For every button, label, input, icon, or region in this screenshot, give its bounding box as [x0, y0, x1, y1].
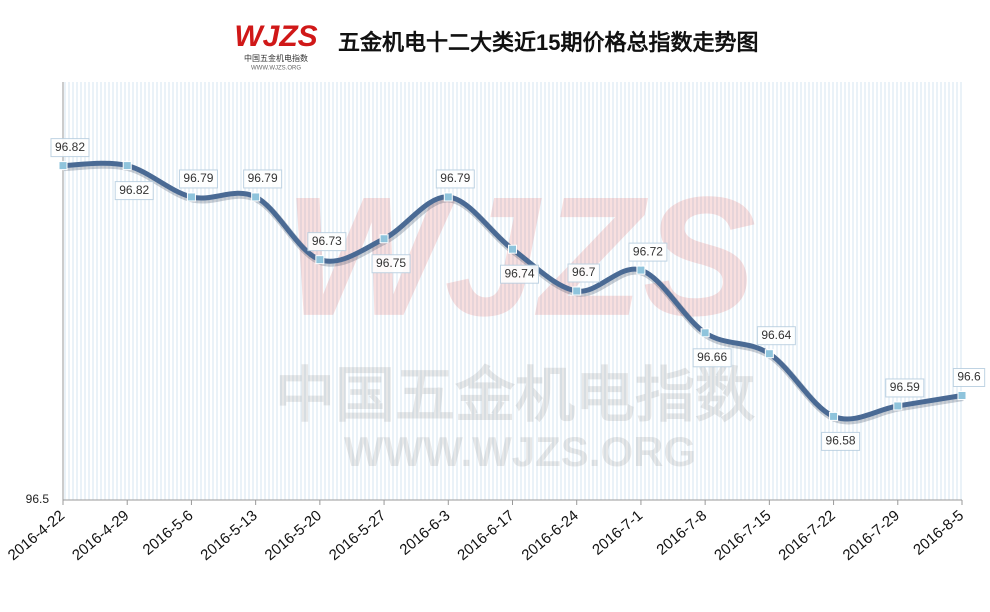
chart-title: 五金机电十二大类近15期价格总指数走势图: [338, 30, 758, 55]
point: [186, 192, 196, 202]
data-label: 96.7: [572, 265, 596, 279]
data-label: 96.74: [504, 266, 534, 280]
x-tick-label: 2016-4-22: [5, 507, 68, 564]
plot-background: [63, 82, 962, 500]
point: [379, 234, 389, 244]
x-tick-label: 2016-6-17: [454, 507, 517, 564]
data-label: 96.79: [248, 171, 278, 185]
point: [251, 192, 261, 202]
data-label-box: [243, 169, 283, 189]
x-tick-label: 2016-4-29: [69, 507, 132, 564]
data-label-box: [952, 368, 986, 387]
x-tick-label: 2016-6-3: [396, 507, 453, 559]
x-tick-label: 2016-5-13: [197, 507, 260, 564]
data-label-group: 96.79: [435, 169, 475, 189]
y-tick-label: 96.5: [26, 492, 50, 506]
data-label: 96.66: [697, 350, 727, 364]
point: [764, 349, 774, 359]
data-label-box: [371, 254, 411, 274]
data-label-group: 96.7: [567, 263, 600, 283]
data-label-group: 96.64: [756, 326, 796, 346]
x-tick-label: 2016-5-27: [326, 507, 389, 564]
point: [508, 244, 517, 254]
watermark: WJZS 中国五金机电指数 WWW.WJZS.ORG: [275, 162, 756, 475]
data-label: 96.64: [761, 328, 791, 342]
data-label: 96.58: [826, 434, 856, 448]
data-label-group: 96.75: [371, 254, 411, 274]
point: [829, 411, 839, 421]
x-tick-label: 2016-5-6: [140, 507, 197, 559]
logo-name: 中国五金机电指数: [244, 53, 308, 63]
point: [893, 401, 903, 411]
data-label-box: [567, 263, 600, 283]
x-tick-label: 2016-7-15: [711, 507, 774, 564]
data-label-group: 96.66: [692, 348, 732, 368]
point: [957, 391, 967, 400]
data-label-group: 96.72: [628, 242, 668, 262]
x-tick-label: 2016-7-29: [840, 507, 903, 564]
x-tick-label: 2016-7-8: [653, 507, 710, 559]
point: [58, 161, 68, 171]
watermark-name: 中国五金机电指数: [275, 362, 755, 429]
data-label-box: [885, 378, 925, 398]
logo-brand: WJZS: [234, 20, 317, 53]
data-label-group: 96.79: [178, 169, 218, 189]
data-label-group: 96.79: [243, 169, 283, 189]
data-label-box: [114, 181, 154, 201]
point: [700, 328, 710, 338]
x-tick-label: 2016-7-1: [589, 507, 646, 559]
data-label: 96.59: [890, 380, 920, 394]
data-label-box: [692, 348, 732, 368]
point: [315, 255, 325, 265]
point: [122, 161, 132, 171]
data-label: 96.79: [440, 171, 470, 185]
x-tick-label: 2016-6-24: [519, 507, 582, 564]
data-label-group: 96.74: [499, 264, 540, 284]
x-tick-label: 2016-8-5: [910, 507, 967, 559]
data-label: 96.79: [183, 171, 213, 185]
data-label: 96.75: [376, 256, 406, 270]
data-label-box: [821, 431, 861, 451]
x-tick-label: 2016-7-22: [775, 507, 838, 564]
data-label-box: [178, 169, 218, 189]
data-label-box: [756, 326, 796, 346]
x-tick-label: 2016-5-20: [262, 507, 325, 564]
point: [443, 192, 453, 202]
data-label-box: [628, 242, 668, 262]
data-label-group: 96.59: [885, 378, 925, 398]
point: [636, 265, 646, 275]
data-label-group: 96.82: [114, 181, 154, 201]
data-label-box: [435, 169, 475, 189]
data-label-group: 96.73: [307, 232, 347, 252]
data-label: 96.82: [55, 140, 85, 154]
logo-url: WWW.WJZS.ORG: [251, 66, 301, 72]
data-label-group: 96.6: [952, 368, 986, 387]
data-label-group: 96.58: [821, 431, 861, 451]
data-label: 96.73: [312, 234, 342, 248]
data-label: 96.82: [119, 183, 149, 197]
point: [572, 286, 582, 296]
data-label-box: [307, 232, 347, 252]
data-label-group: 96.82: [50, 138, 90, 158]
watermark-url: WWW.WJZS.ORG: [344, 428, 696, 475]
data-label-box: [499, 264, 540, 284]
data-label: 96.6: [957, 370, 981, 384]
data-label: 96.72: [633, 244, 663, 258]
data-label-box: [50, 138, 90, 158]
